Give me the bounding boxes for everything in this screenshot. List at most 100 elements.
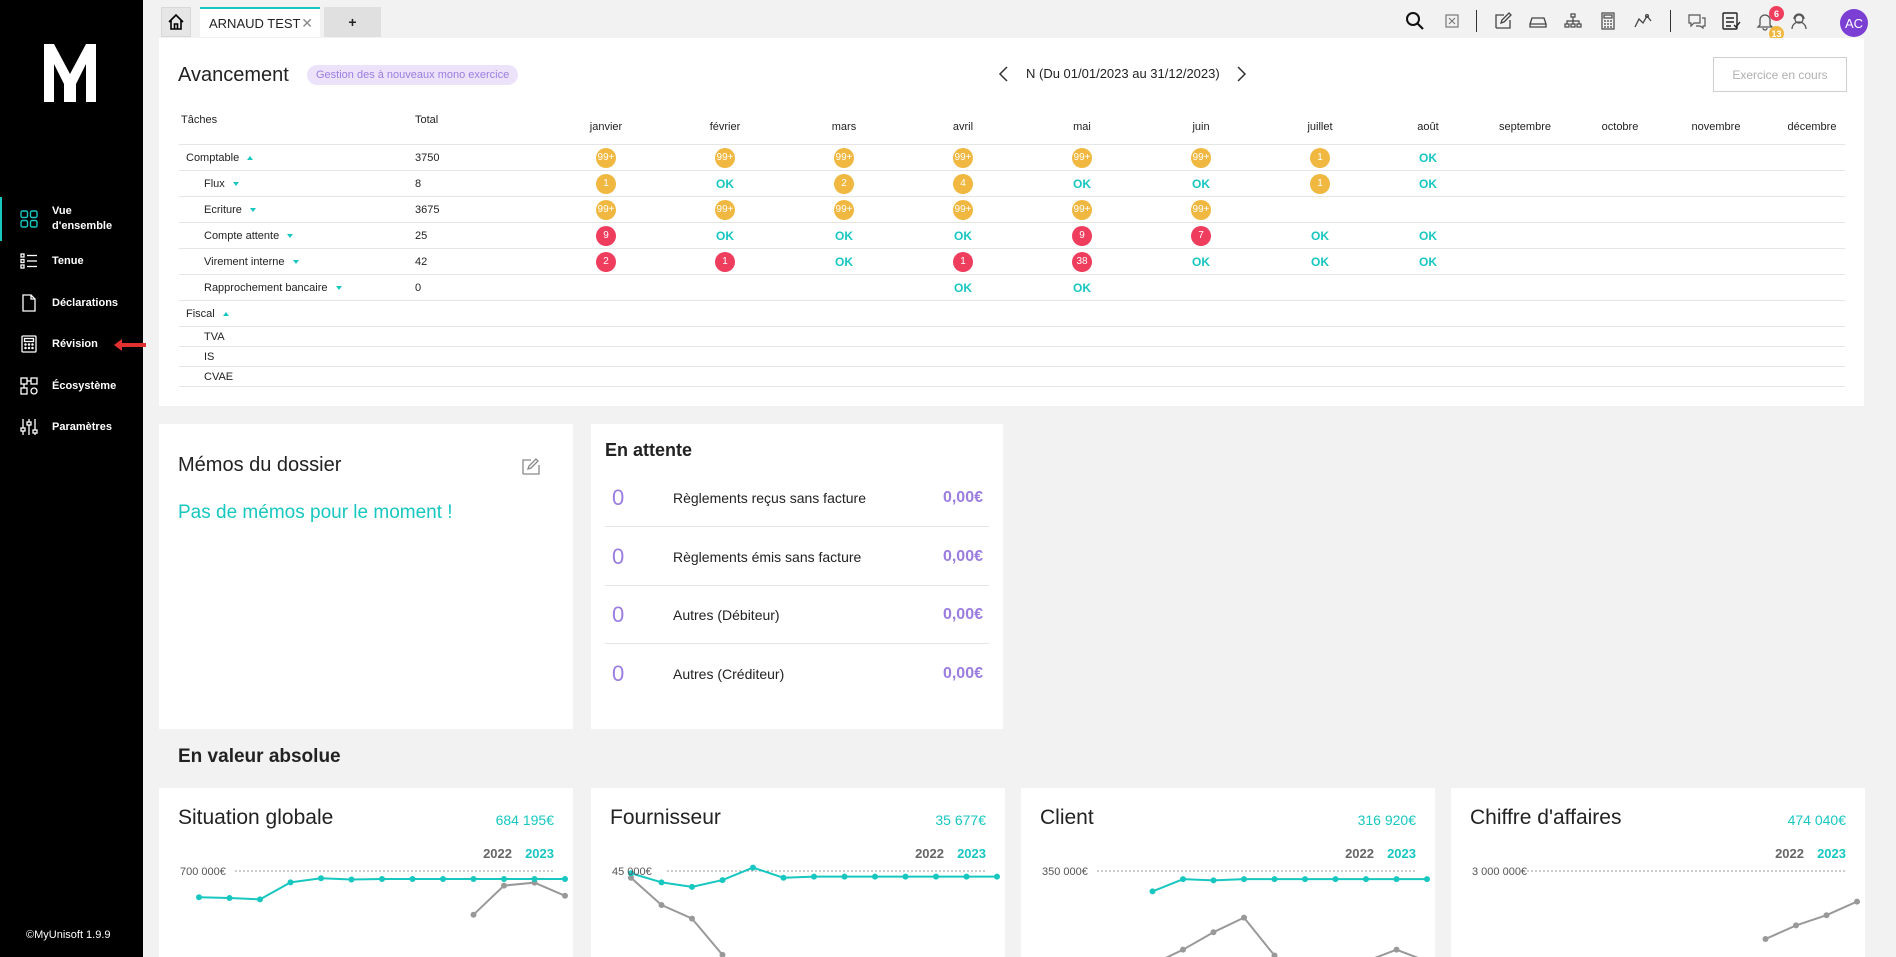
month-status[interactable]: OK: [1171, 249, 1231, 274]
month-status[interactable]: 99+: [1052, 145, 1112, 170]
month-status[interactable]: 99+: [1171, 145, 1231, 170]
sidebar-item-declarations[interactable]: Déclarations: [0, 283, 143, 323]
table-row[interactable]: Ecriture 3675 99+ 99+ 99+ 99+ 99+ 99+: [179, 197, 1845, 223]
month-status[interactable]: 4: [933, 171, 993, 196]
caret-down-icon[interactable]: [292, 259, 299, 264]
month-status[interactable]: 99+: [1052, 197, 1112, 222]
month-status[interactable]: OK: [1398, 223, 1458, 248]
checklist-icon[interactable]: [1721, 11, 1741, 31]
month-status[interactable]: 99+: [576, 145, 636, 170]
edit-icon[interactable]: [520, 455, 542, 477]
myunisoft-logo[interactable]: [40, 40, 100, 106]
month-status[interactable]: OK: [1398, 145, 1458, 170]
series-2023-point: [409, 876, 416, 883]
chevron-left-icon[interactable]: [996, 64, 1012, 84]
pending-row[interactable]: 0 Autres (Créditeur) 0,00€: [605, 645, 989, 703]
month-status[interactable]: 2: [576, 249, 636, 274]
edit-icon[interactable]: [1493, 11, 1513, 31]
exercise-button[interactable]: Exercice en cours: [1713, 57, 1847, 92]
month-status[interactable]: 99+: [576, 197, 636, 222]
month-status[interactable]: 99+: [933, 197, 993, 222]
search-icon[interactable]: [1405, 11, 1425, 31]
hierarchy-icon[interactable]: [1563, 11, 1583, 31]
caret-up-icon[interactable]: [222, 311, 229, 316]
task-total: 3750: [415, 151, 440, 164]
table-row[interactable]: Fiscal: [179, 301, 1845, 327]
month-status[interactable]: 2: [814, 171, 874, 196]
month-status[interactable]: 99+: [933, 145, 993, 170]
month-status[interactable]: 1: [576, 171, 636, 196]
month-status[interactable]: 99+: [1171, 197, 1231, 222]
month-status[interactable]: 99+: [695, 197, 755, 222]
scanner-icon[interactable]: [1528, 11, 1548, 31]
month-status[interactable]: OK: [695, 223, 755, 248]
table-row[interactable]: TVA: [179, 327, 1845, 347]
month-status[interactable]: OK: [933, 275, 993, 300]
month-status[interactable]: 1: [933, 249, 993, 274]
add-tab-button[interactable]: +: [324, 7, 381, 37]
caret-down-icon[interactable]: [232, 181, 239, 186]
month-status[interactable]: OK: [1398, 249, 1458, 274]
month-status[interactable]: 1: [1290, 145, 1350, 170]
table-row[interactable]: Comptable 3750 99+ 99+ 99+ 99+ 99+ 99+ 1 OK: [179, 145, 1845, 171]
chart-icon[interactable]: [1633, 11, 1653, 31]
month-status[interactable]: 99+: [814, 145, 874, 170]
close-icon[interactable]: ✕: [301, 15, 313, 31]
task-name: Fiscal: [186, 301, 229, 326]
month-status[interactable]: OK: [933, 223, 993, 248]
sidebar-item-vue-ensemble[interactable]: Vue d'ensemble: [0, 197, 143, 241]
bell-icon[interactable]: [1755, 11, 1775, 31]
month-status[interactable]: OK: [814, 223, 874, 248]
month-status[interactable]: OK: [1290, 249, 1350, 274]
client-tab[interactable]: ARNAUD TEST ✕: [200, 7, 320, 37]
sidebar-item-revision[interactable]: Révision: [0, 324, 143, 364]
calculator-icon[interactable]: [1598, 11, 1618, 31]
y-axis-tick: 45 000€: [612, 866, 652, 878]
month-status[interactable]: OK: [1052, 275, 1112, 300]
month-status[interactable]: 1: [1290, 171, 1350, 196]
month-status[interactable]: 9: [1052, 223, 1112, 248]
month-status[interactable]: OK: [1398, 171, 1458, 196]
kpi-card: Client 316 920€ 2022 2023 350 000€: [1021, 788, 1435, 957]
month-status[interactable]: OK: [1171, 171, 1231, 196]
excel-icon[interactable]: [1442, 11, 1462, 31]
month-status[interactable]: 7: [1171, 223, 1231, 248]
memos-title: Mémos du dossier: [178, 454, 342, 476]
caret-up-icon[interactable]: [247, 155, 254, 160]
month-status[interactable]: 99+: [814, 197, 874, 222]
caret-down-icon[interactable]: [249, 207, 256, 212]
table-row[interactable]: Compte attente 25 9 OK OK OK 9 7 OK OK: [179, 223, 1845, 249]
pending-amount: 0,00€: [942, 605, 983, 623]
table-row[interactable]: Virement interne 42 2 1 OK 1 38 OK OK OK: [179, 249, 1845, 275]
caret-down-icon[interactable]: [287, 233, 294, 238]
month-status[interactable]: 38: [1052, 249, 1112, 274]
status-badge-red: 9: [596, 225, 616, 246]
pending-row[interactable]: 0 Règlements émis sans facture 0,00€: [605, 528, 989, 586]
chat-icon[interactable]: [1687, 11, 1707, 31]
caret-down-icon[interactable]: [335, 285, 342, 290]
month-status[interactable]: OK: [695, 171, 755, 196]
support-icon[interactable]: [1789, 11, 1809, 31]
series-2022-point: [1271, 952, 1278, 957]
pending-row[interactable]: 0 Règlements reçus sans facture 0,00€: [605, 469, 989, 527]
table-row[interactable]: Flux 8 1 OK 2 4 OK OK 1 OK: [179, 171, 1845, 197]
pending-row[interactable]: 0 Autres (Débiteur) 0,00€: [605, 586, 989, 644]
month-status[interactable]: 9: [576, 223, 636, 248]
month-status[interactable]: 1: [695, 249, 755, 274]
table-row[interactable]: CVAE: [179, 367, 1845, 387]
avatar[interactable]: AC: [1840, 9, 1868, 37]
sidebar-item-tenue[interactable]: Tenue: [0, 241, 143, 281]
table-row[interactable]: IS: [179, 347, 1845, 367]
month-status[interactable]: OK: [1290, 223, 1350, 248]
month-status[interactable]: OK: [814, 249, 874, 274]
home-tab[interactable]: [161, 7, 191, 37]
month-status[interactable]: OK: [1052, 171, 1112, 196]
top-bar: ARNAUD TEST ✕ + 6 13 AC: [143, 0, 1896, 41]
table-row[interactable]: Rapprochement bancaire 0 OK OK: [179, 275, 1845, 301]
chevron-right-icon[interactable]: [1233, 64, 1249, 84]
sidebar-item-ecosysteme[interactable]: Écosystème: [0, 366, 143, 406]
legend-year-prev: 2022: [1775, 846, 1804, 861]
sidebar-item-parametres[interactable]: Paramètres: [0, 407, 143, 447]
series-2023-point: [1332, 876, 1339, 883]
month-status[interactable]: 99+: [695, 145, 755, 170]
